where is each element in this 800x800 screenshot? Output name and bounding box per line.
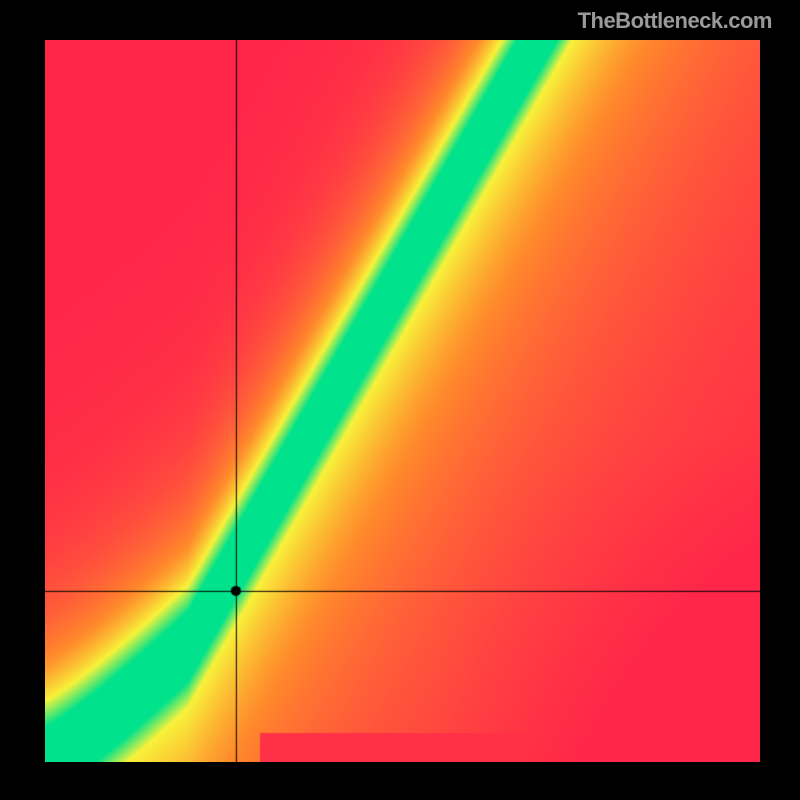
attribution-text: TheBottleneck.com [578,8,772,34]
bottleneck-heatmap [45,40,760,762]
heatmap-canvas [45,40,760,762]
